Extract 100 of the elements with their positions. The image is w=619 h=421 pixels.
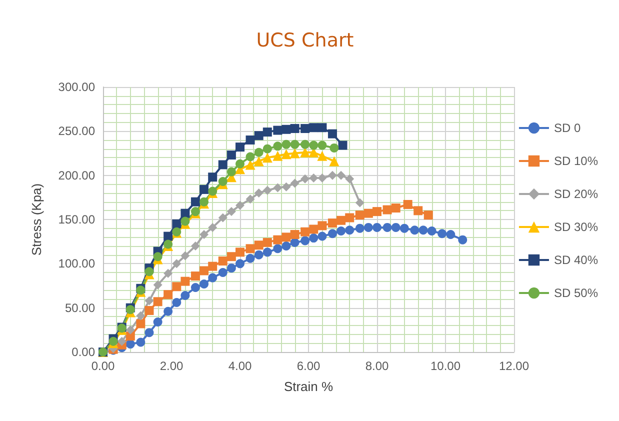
point: [180, 251, 190, 260]
point: [336, 226, 346, 236]
point: [282, 140, 291, 149]
point: [208, 222, 218, 232]
point: [254, 188, 264, 198]
point: [309, 123, 318, 132]
point: [246, 244, 255, 254]
point: [309, 224, 318, 234]
y-tick-label: 200.00: [58, 168, 96, 182]
y-tick-label: 250.00: [58, 124, 96, 138]
point: [262, 248, 272, 257]
point: [262, 128, 272, 137]
point: [144, 267, 154, 276]
point: [372, 207, 382, 216]
point: [282, 242, 291, 250]
point: [172, 298, 182, 308]
point: [300, 140, 310, 149]
y-tick-label: 150.00: [58, 212, 96, 226]
x-tick-label: 2.00: [160, 359, 184, 373]
point: [190, 272, 200, 281]
point: [345, 213, 354, 222]
point: [254, 240, 264, 250]
point: [262, 238, 272, 247]
point: [180, 208, 190, 218]
point: [273, 244, 282, 254]
point: [254, 148, 264, 157]
legend-label: SD 40%: [554, 253, 598, 267]
point: [218, 177, 228, 186]
point: [318, 221, 327, 230]
point: [372, 222, 382, 232]
point: [226, 207, 236, 216]
point: [236, 142, 244, 152]
point: [218, 160, 228, 170]
point: [364, 208, 373, 218]
point: [180, 290, 190, 300]
x-tick-label: 6.00: [296, 359, 320, 373]
point: [300, 227, 310, 236]
point: [108, 336, 118, 346]
point: [338, 140, 348, 150]
point: [126, 340, 135, 349]
point: [153, 317, 162, 326]
point: [364, 222, 373, 232]
point: [246, 194, 255, 204]
point: [382, 205, 392, 214]
point: [410, 226, 420, 235]
point: [153, 297, 162, 306]
x-tick-label: 10.00: [430, 359, 461, 373]
point: [427, 226, 436, 236]
point: [208, 262, 218, 271]
point: [164, 290, 173, 300]
point: [262, 152, 272, 163]
point: [200, 197, 209, 206]
point: [208, 172, 218, 182]
point: [403, 200, 412, 209]
point: [200, 279, 209, 288]
point: [246, 152, 255, 162]
point: [290, 140, 300, 149]
point: [117, 336, 126, 346]
legend-label: SD 0: [554, 121, 581, 135]
point: [218, 213, 228, 222]
point: [290, 148, 300, 158]
point: [164, 232, 173, 241]
point: [254, 156, 264, 166]
point: [262, 144, 272, 154]
point: [153, 252, 162, 262]
point: [136, 311, 146, 320]
point: [345, 174, 354, 184]
x-tick-label: 0.00: [91, 359, 115, 373]
point: [329, 156, 340, 166]
point: [414, 206, 423, 216]
legend-label: SD 20%: [554, 187, 598, 201]
point: [272, 150, 283, 161]
y-tick-label: 300.00: [58, 80, 96, 94]
point: [391, 222, 400, 232]
point: [208, 273, 218, 282]
point: [190, 283, 200, 292]
x-axis-title: Strain %: [284, 379, 334, 394]
point: [300, 236, 310, 246]
point: [144, 306, 154, 315]
point: [446, 230, 456, 240]
y-axis-title: Stress (Kpa): [29, 183, 44, 256]
point: [190, 242, 200, 250]
point: [246, 136, 255, 144]
point: [218, 256, 228, 266]
point: [254, 250, 264, 260]
point: [172, 282, 182, 292]
point: [126, 325, 135, 334]
point: [273, 126, 282, 135]
point: [262, 186, 272, 195]
y-tick-label: 0.00: [72, 345, 96, 359]
point: [458, 235, 468, 244]
point: [144, 328, 154, 338]
x-tick-label: 12.00: [498, 359, 530, 373]
legend-label: SD 50%: [554, 286, 598, 300]
legend-label: SD 30%: [554, 220, 598, 234]
point: [282, 182, 291, 192]
point: [136, 338, 146, 347]
point: [144, 296, 154, 306]
point: [226, 264, 236, 273]
x-tick-label: 8.00: [365, 359, 389, 373]
